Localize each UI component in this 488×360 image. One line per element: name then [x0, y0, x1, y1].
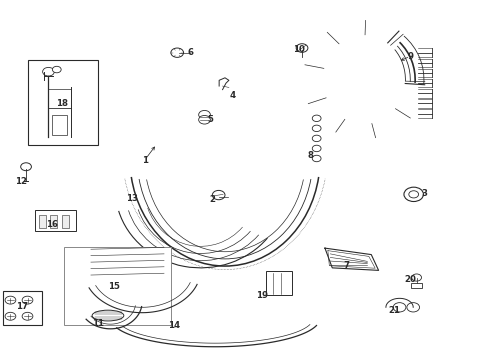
- Circle shape: [22, 296, 33, 304]
- Circle shape: [392, 303, 405, 312]
- Text: 19: 19: [255, 291, 267, 300]
- Circle shape: [198, 111, 210, 119]
- Text: 2: 2: [209, 195, 215, 204]
- Text: 16: 16: [46, 220, 58, 229]
- Circle shape: [52, 66, 61, 73]
- Ellipse shape: [92, 310, 123, 321]
- Text: 17: 17: [16, 302, 28, 311]
- Circle shape: [296, 44, 307, 52]
- Circle shape: [408, 191, 418, 198]
- Text: 4: 4: [229, 91, 235, 100]
- Text: 14: 14: [167, 321, 180, 330]
- Circle shape: [312, 125, 321, 132]
- Text: 18: 18: [56, 99, 67, 108]
- Bar: [266, 271, 291, 295]
- Text: 20: 20: [404, 275, 415, 284]
- Bar: [64, 247, 171, 325]
- Bar: [52, 116, 66, 135]
- Text: 12: 12: [15, 177, 27, 186]
- Circle shape: [312, 145, 321, 152]
- Text: 5: 5: [207, 115, 213, 124]
- Text: 11: 11: [92, 319, 104, 328]
- Bar: [3, 291, 42, 325]
- Circle shape: [20, 163, 31, 171]
- Bar: [27, 59, 98, 145]
- Circle shape: [170, 48, 183, 57]
- Bar: [62, 215, 69, 228]
- Circle shape: [312, 115, 321, 122]
- Bar: [50, 215, 57, 228]
- Circle shape: [22, 312, 33, 320]
- Circle shape: [42, 67, 54, 76]
- Bar: [410, 283, 421, 288]
- Circle shape: [5, 296, 16, 304]
- Circle shape: [5, 312, 16, 320]
- Text: 15: 15: [108, 282, 120, 291]
- Circle shape: [312, 135, 321, 141]
- Circle shape: [403, 187, 423, 202]
- Text: 21: 21: [388, 306, 400, 315]
- Text: 1: 1: [141, 156, 147, 165]
- Circle shape: [198, 116, 210, 124]
- Text: 10: 10: [293, 45, 305, 54]
- Circle shape: [406, 303, 419, 312]
- Text: 13: 13: [126, 194, 138, 203]
- Text: 3: 3: [421, 189, 427, 198]
- Text: 6: 6: [187, 48, 193, 57]
- Text: 9: 9: [407, 52, 412, 61]
- Text: 7: 7: [343, 261, 349, 270]
- Text: 8: 8: [306, 151, 313, 160]
- Circle shape: [212, 190, 224, 200]
- Bar: [35, 210, 76, 231]
- Bar: [39, 215, 45, 228]
- Circle shape: [411, 274, 421, 281]
- Circle shape: [312, 155, 321, 162]
